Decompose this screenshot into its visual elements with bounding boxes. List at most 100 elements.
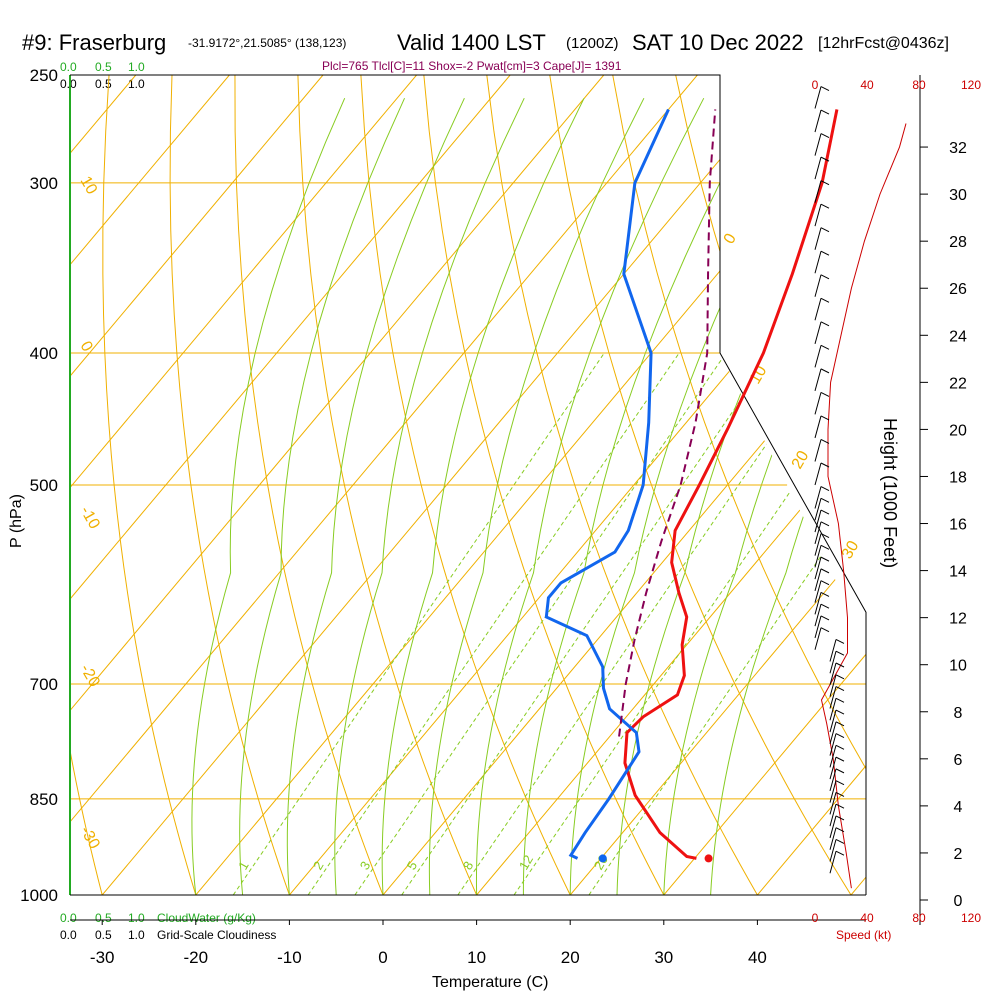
height-tick-label: 2 bbox=[954, 846, 963, 863]
speed-tick-bottom: 120 bbox=[961, 911, 981, 925]
wind-barb bbox=[814, 368, 822, 392]
height-tick-label: 26 bbox=[949, 281, 967, 298]
moist-adiabat bbox=[239, 97, 405, 895]
y-axis-label: P (hPa) bbox=[8, 494, 25, 548]
wind-barb-flag bbox=[820, 533, 830, 539]
wind-barb bbox=[814, 580, 822, 603]
plot-frame bbox=[70, 74, 867, 896]
isotherm-label: -20 bbox=[77, 662, 103, 691]
wind-barb bbox=[829, 780, 837, 803]
moist-adiabat bbox=[191, 98, 346, 895]
zulu-time: (1200Z) bbox=[566, 35, 619, 52]
wind-barb bbox=[814, 321, 822, 344]
mixing-ratio-line bbox=[307, 352, 680, 895]
mixing-ratio-line bbox=[401, 352, 774, 895]
wind-barb-flag bbox=[820, 344, 830, 350]
cloudwater-label: CloudWater (g/Kg) bbox=[157, 911, 256, 925]
dry-adiabat bbox=[612, 75, 866, 895]
speed-tick-top: 40 bbox=[860, 78, 874, 92]
isotherm-line bbox=[663, 75, 866, 895]
cloud-scale-top-2: 1.0 bbox=[128, 60, 145, 74]
wind-barb-flag bbox=[835, 791, 845, 797]
mixing-ratio-line bbox=[232, 352, 605, 895]
moist-adiabat bbox=[475, 97, 705, 895]
wind-barb bbox=[829, 815, 837, 839]
wind-barb-flag bbox=[820, 462, 830, 468]
wind-barb-flag bbox=[820, 321, 830, 327]
wind-barb-flag bbox=[820, 615, 830, 621]
pressure-tick-label: 250 bbox=[30, 66, 58, 85]
wind-barb bbox=[829, 756, 837, 780]
wind-barb bbox=[814, 251, 822, 274]
x-axis-label: Temperature (C) bbox=[432, 974, 548, 991]
wind-barb bbox=[814, 615, 822, 639]
wind-barb bbox=[829, 768, 837, 792]
speed-tick-bottom: 80 bbox=[912, 911, 926, 925]
height-tick-label: 20 bbox=[949, 422, 967, 439]
cloud-scale-top-black-2: 1.0 bbox=[128, 77, 145, 91]
wind-barb bbox=[829, 709, 837, 733]
wind-barb bbox=[814, 604, 822, 627]
pressure-tick-label: 850 bbox=[30, 790, 58, 809]
moist-adiabat bbox=[710, 97, 866, 895]
wind-barb bbox=[814, 439, 822, 462]
isotherm-label: 10 bbox=[77, 174, 101, 198]
speed-tick-top: 120 bbox=[961, 78, 981, 92]
speed-tick-bottom: 40 bbox=[860, 911, 874, 925]
dry-adiabat bbox=[991, 75, 1000, 895]
wind-barb bbox=[829, 662, 837, 686]
wind-barb bbox=[814, 498, 822, 521]
wind-barb-flag bbox=[820, 227, 830, 233]
cloud-scale-bottom-black-1: 0.5 bbox=[95, 928, 112, 942]
wind-barb bbox=[814, 298, 822, 321]
height-tick-label: 30 bbox=[949, 187, 967, 204]
data-layer bbox=[544, 108, 839, 863]
x-tick-label: -20 bbox=[184, 948, 209, 967]
dry-adiabat bbox=[297, 75, 478, 895]
mixing-ratio-line bbox=[588, 352, 866, 895]
wind-barb-flag bbox=[820, 415, 830, 421]
pressure-tick-label: 400 bbox=[30, 344, 58, 363]
cloud-scale-bottom-black-0: 0.0 bbox=[60, 928, 77, 942]
wind-barb-flag bbox=[835, 733, 845, 739]
wind-barb-flag bbox=[835, 709, 845, 715]
valid-time: Valid 1400 LST bbox=[397, 30, 546, 55]
mixing-ratio-line bbox=[457, 352, 830, 895]
isotherm-label: 10 bbox=[747, 363, 771, 387]
wind-barb-flag bbox=[820, 180, 830, 186]
wind-barb-flag bbox=[820, 86, 830, 91]
pressure-tick-label: 1000 bbox=[20, 886, 58, 905]
wind-barb-flag bbox=[820, 580, 830, 586]
x-tick-label: -10 bbox=[277, 948, 302, 967]
wind-barb bbox=[814, 133, 822, 156]
wind-barb bbox=[829, 804, 837, 827]
height-axis-label: Height (1000 Feet) bbox=[880, 418, 900, 568]
wind-barb bbox=[814, 274, 822, 297]
wind-barb bbox=[814, 227, 822, 250]
wind-barb-flag bbox=[835, 686, 845, 691]
moist-adiabat bbox=[381, 97, 585, 895]
pressure-tick-label: 500 bbox=[30, 476, 58, 495]
wind-barb bbox=[814, 486, 822, 509]
wind-barb-flag bbox=[835, 815, 845, 821]
forecast-date: SAT 10 Dec 2022 bbox=[632, 30, 804, 55]
isotherm-label: 0 bbox=[77, 339, 96, 355]
wind-barb bbox=[814, 568, 822, 592]
x-tick-label: 40 bbox=[748, 948, 767, 967]
moist-adiabat bbox=[522, 97, 765, 895]
mixing-ratio-line bbox=[513, 352, 866, 895]
height-tick-label: 24 bbox=[949, 328, 967, 345]
wind-layer bbox=[814, 86, 907, 889]
mixing-ratio-label: 3 bbox=[357, 859, 374, 873]
wind-barb bbox=[814, 109, 822, 133]
height-tick-label: 12 bbox=[949, 611, 967, 628]
cloud-scale-top-black-1: 0.5 bbox=[95, 77, 112, 91]
wind-barb bbox=[829, 745, 837, 768]
height-tick-label: 18 bbox=[949, 469, 967, 486]
speed-axis-label: Speed (kt) bbox=[836, 928, 891, 942]
dewpoint-line bbox=[544, 108, 670, 860]
wind-barb-flag bbox=[820, 133, 830, 139]
wind-barb bbox=[814, 415, 822, 439]
moist-adiabat bbox=[286, 97, 465, 895]
